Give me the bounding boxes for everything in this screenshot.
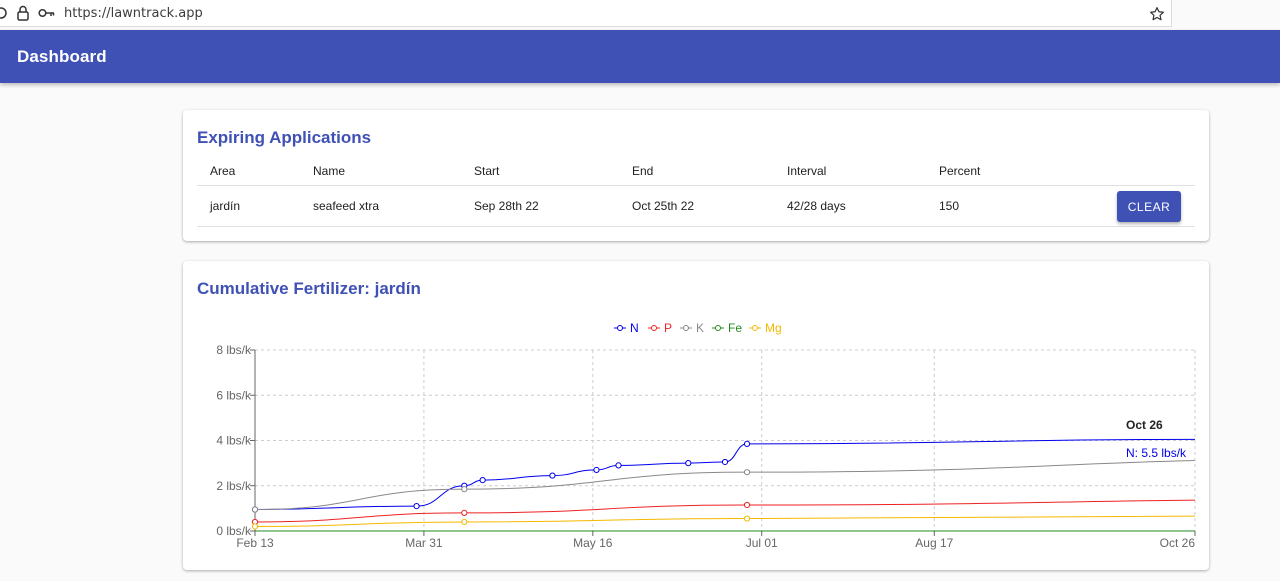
column-header-interval: Interval	[787, 163, 827, 178]
app-bar: Dashboard	[0, 30, 1280, 83]
column-header-area: Area	[210, 163, 236, 178]
clear-button[interactable]: CLEAR	[1117, 191, 1181, 222]
expiring-applications-table: Area Name Start End Interval Percent jar…	[197, 156, 1195, 227]
lock-icon[interactable]	[10, 0, 36, 27]
cumulative-fertilizer-card: Cumulative Fertilizer: jardín	[183, 261, 1209, 570]
column-header-name: Name	[313, 163, 346, 178]
cell-end: Oct 25th 22	[632, 199, 695, 213]
column-header-percent: Percent	[939, 163, 981, 178]
browser-toolbar-space	[1172, 0, 1280, 27]
table-header-row: Area Name Start End Interval Percent	[197, 156, 1195, 186]
expiring-applications-card: Expiring Applications Area Name Start En…	[183, 110, 1209, 241]
browser-url-bar[interactable]: https://lawntrack.app	[0, 0, 1172, 27]
cell-interval: 42/28 days	[787, 199, 846, 213]
cell-percent: 150	[939, 199, 960, 213]
table-row: jardín seafeed xtra Sep 28th 22 Oct 25th…	[197, 186, 1195, 227]
cell-name: seafeed xtra	[313, 199, 380, 213]
app-bar-title: Dashboard	[17, 46, 107, 66]
key-icon[interactable]	[36, 0, 58, 27]
url-text[interactable]: https://lawntrack.app	[64, 5, 203, 21]
cell-area: jardín	[210, 199, 241, 213]
expiring-applications-title: Expiring Applications	[197, 128, 372, 147]
site-info-icon[interactable]	[0, 0, 10, 27]
column-header-end: End	[632, 163, 654, 178]
cumulative-fertilizer-title: Cumulative Fertilizer: jardín	[197, 279, 421, 298]
cell-start: Sep 28th 22	[474, 199, 539, 213]
bookmark-star-icon[interactable]	[1147, 4, 1167, 24]
column-header-start: Start	[474, 163, 500, 178]
